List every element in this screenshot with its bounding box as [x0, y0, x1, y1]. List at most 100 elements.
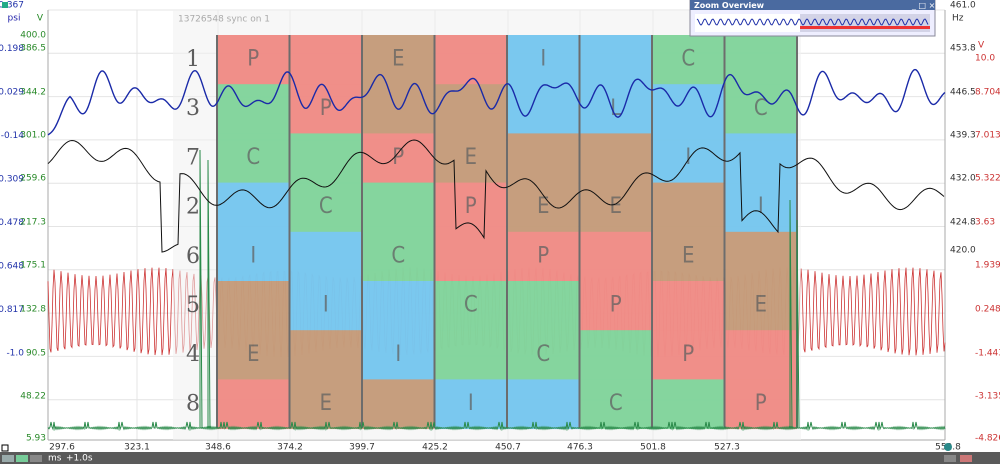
x-tick-label: 425.2: [422, 443, 448, 453]
grid-cell: [652, 133, 725, 184]
grid-cell: [217, 182, 290, 233]
x-tick-label: 450.7: [495, 443, 521, 453]
cell-letter: E: [247, 342, 260, 367]
zoom-overview[interactable]: Zoom Overview _ □ ×: [689, 0, 936, 37]
row-label: 3: [186, 96, 200, 121]
cell-letter: I: [250, 243, 256, 268]
tick-label: 5.93: [26, 434, 46, 444]
tick-label: 400.0: [20, 31, 46, 41]
x-tick-label: 374.2: [277, 443, 303, 453]
grid-cell: [362, 182, 435, 233]
tick-label: 461.0: [950, 1, 976, 11]
grid-cell: [434, 281, 507, 331]
grid-cell: [724, 330, 797, 380]
x-unit: ms: [48, 454, 62, 464]
tick-label: 0.248: [975, 305, 1000, 315]
tick-label: 424.8: [950, 218, 976, 228]
tick-label: -1.443: [975, 349, 1000, 359]
marker[interactable]: [2, 2, 8, 8]
row-label: 5: [186, 293, 200, 318]
cell-letter: C: [754, 96, 768, 121]
x-tick-label: 297.6: [49, 443, 75, 453]
cell-letter: P: [682, 342, 694, 367]
tick-label: 3.63: [975, 218, 995, 228]
grid-cell: [507, 84, 580, 134]
grid-cell: [507, 182, 580, 233]
row-label: 4: [186, 342, 200, 367]
grid-cell: [434, 84, 507, 134]
zoom-trace: [800, 26, 930, 29]
marker[interactable]: [1, 444, 9, 452]
tick-label: 446.5: [950, 88, 976, 98]
zoom-trace: [696, 18, 929, 26]
cell-letter: C: [536, 342, 550, 367]
grid-cell: [362, 330, 435, 380]
x-tick-label: 399.7: [349, 443, 375, 453]
tick-label: 0.198: [0, 44, 24, 54]
tick-label: 432.0: [950, 174, 976, 184]
grid-cell: [724, 379, 797, 430]
grid-cell: [289, 84, 362, 134]
tick-label: 8.704: [975, 88, 1000, 98]
tick-label: 217.3: [20, 218, 46, 228]
zoom-titlebar: [690, 0, 935, 10]
cell-letter: E: [609, 194, 622, 219]
tick-label: 175.1: [20, 261, 46, 271]
status-bar: [0, 452, 1000, 464]
tick-label: 5.322: [975, 174, 1000, 184]
axis-unit: psi: [8, 14, 21, 24]
grid-cell: [362, 231, 435, 282]
tick-label: 420.0: [950, 246, 976, 256]
grid-cell: [362, 35, 435, 85]
grid-cell: [579, 133, 652, 184]
grid-cell: [362, 281, 435, 331]
cell-letter: C: [246, 145, 260, 170]
channel-tag: [16, 455, 28, 462]
tick-label: 90.5: [26, 349, 46, 359]
tick-label: 344.2: [20, 88, 46, 98]
channel-tag: [30, 455, 42, 462]
tick-label: 48.22: [20, 392, 46, 402]
row-label: 1: [186, 47, 200, 72]
cell-letter: I: [323, 293, 329, 318]
black-trace: [47, 139, 945, 253]
cell-letter: C: [464, 293, 478, 318]
x-tick-label: 527.3: [714, 443, 740, 453]
x-tick-label: 476.3: [567, 443, 593, 453]
grid-cell: [724, 231, 797, 282]
cell-letter: P: [610, 293, 622, 318]
tick-label: 7.013: [975, 131, 1000, 141]
grid-cell: [362, 133, 435, 184]
tick-label: 439.3: [950, 131, 976, 141]
overlay-title: 13726548 sync on 1: [178, 15, 270, 25]
tick-label: -4.826: [975, 434, 1000, 444]
tick-label: 301.0: [20, 131, 46, 141]
marker[interactable]: [944, 443, 952, 451]
grid-cell: [579, 379, 652, 430]
grid-cell: [507, 379, 580, 430]
window-buttons[interactable]: _ □ ×: [911, 1, 935, 10]
grid-cell: [434, 379, 507, 430]
grid-cell: [289, 231, 362, 282]
grid-cell: [289, 281, 362, 331]
cell-letter: C: [391, 243, 405, 268]
cell-letter: C: [319, 194, 333, 219]
grid-cell: [217, 84, 290, 134]
grid-cell: [724, 84, 797, 134]
cell-letter: E: [392, 47, 405, 72]
grid-cell: [724, 133, 797, 184]
zoom-selection[interactable]: [800, 14, 930, 32]
grid-cell: [217, 35, 290, 85]
grid-cell: [652, 35, 725, 85]
cell-letter: P: [247, 47, 259, 72]
grid-cell: [434, 35, 507, 85]
cell-letter: L: [610, 96, 621, 121]
cell-letter: C: [681, 47, 695, 72]
grid-cell: [652, 330, 725, 380]
tick-label: 0.029: [0, 88, 24, 98]
cell-letter: P: [755, 391, 767, 416]
tick-label: 453.8: [950, 44, 976, 54]
channel-tag: [944, 455, 956, 462]
row-label: 7: [186, 145, 200, 170]
